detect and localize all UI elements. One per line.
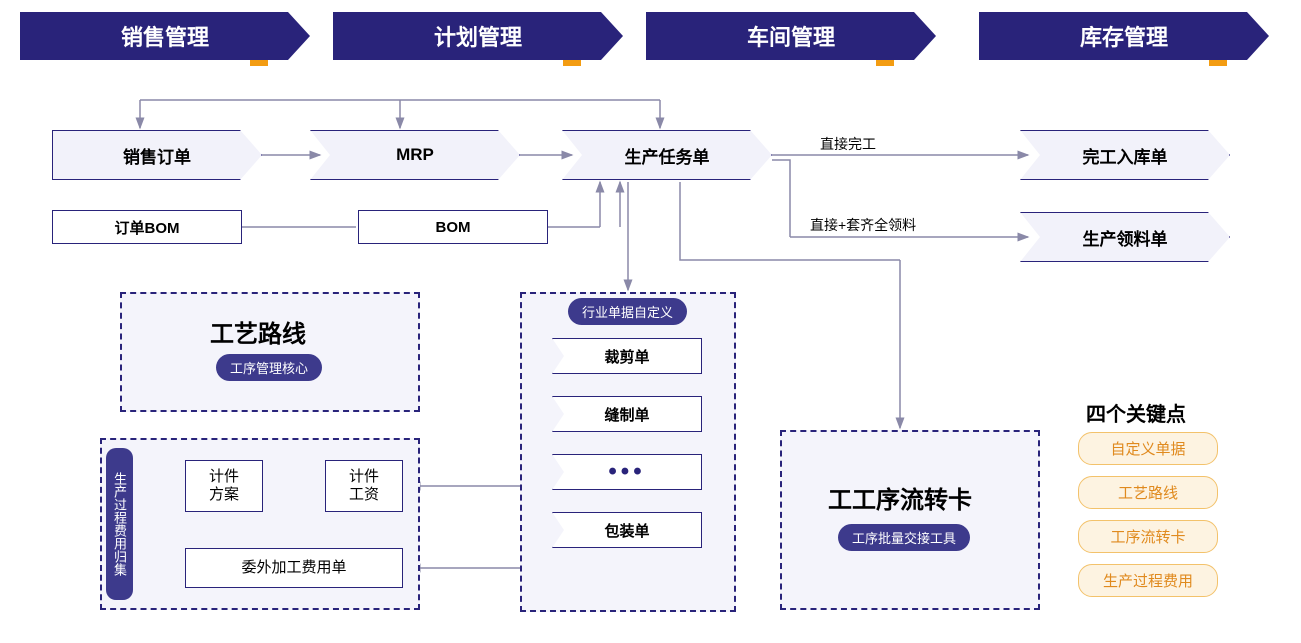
industry-step-s1: 裁剪单 bbox=[552, 338, 702, 374]
flow-node-label: 完工入库单 bbox=[1083, 143, 1168, 168]
header-accent bbox=[876, 60, 894, 66]
keypoint-pill-k2: 工艺路线 bbox=[1078, 476, 1218, 509]
process-route-title: 工艺路线 bbox=[210, 314, 306, 349]
keypoint-pill-k4: 生产过程费用 bbox=[1078, 564, 1218, 597]
cost-panel-vert-label: 生产过程费用归集 bbox=[106, 448, 133, 600]
industry-badge: 行业单据自定义 bbox=[568, 298, 687, 325]
header-accent bbox=[563, 60, 581, 66]
header-tab-label: 库存管理 bbox=[1080, 20, 1168, 52]
flow-label-fl2: 直接+套齐全领料 bbox=[810, 215, 916, 235]
flow-node-f4: 完工入库单 bbox=[1020, 130, 1230, 180]
industry-step-s4: 包装单 bbox=[552, 512, 702, 548]
industry-step-label: 裁剪单 bbox=[604, 346, 649, 367]
keypoint-pill-k3: 工序流转卡 bbox=[1078, 520, 1218, 553]
flow-node-label: 销售订单 bbox=[123, 143, 191, 168]
industry-step-label: 包装单 bbox=[604, 520, 649, 541]
header-tab-h3: 车间管理 bbox=[646, 12, 936, 60]
flow-node-f1: 销售订单 bbox=[52, 130, 262, 180]
header-tab-label: 车间管理 bbox=[747, 20, 835, 52]
industry-step-label: ••• bbox=[608, 458, 645, 486]
transfer-card-panel bbox=[780, 430, 1040, 610]
header-accent bbox=[250, 60, 268, 66]
header-tab-label: 销售管理 bbox=[121, 20, 209, 52]
cost-box-c3: 委外加工费用单 bbox=[185, 548, 403, 588]
industry-step-s3: ••• bbox=[552, 454, 702, 490]
header-accent bbox=[1209, 60, 1227, 66]
industry-step-label: 缝制单 bbox=[604, 404, 649, 425]
flow-node-label: 生产任务单 bbox=[625, 143, 710, 168]
process-route-panel bbox=[120, 292, 420, 412]
flow-node-f2: MRP bbox=[310, 130, 520, 180]
keypoint-pill-k1: 自定义单据 bbox=[1078, 432, 1218, 465]
transfer-card-title: 工工序流转卡 bbox=[828, 480, 972, 515]
header-tab-h4: 库存管理 bbox=[979, 12, 1269, 60]
flow-node-label: 生产领料单 bbox=[1083, 225, 1168, 250]
header-tab-label: 计划管理 bbox=[434, 20, 522, 52]
process-route-badge: 工序管理核心 bbox=[216, 354, 322, 381]
transfer-card-badge: 工序批量交接工具 bbox=[838, 524, 970, 551]
flow-node-f5: 生产领料单 bbox=[1020, 212, 1230, 262]
cost-box-c1: 计件 方案 bbox=[185, 460, 263, 512]
flow-label-fl1: 直接完工 bbox=[820, 134, 876, 154]
header-tab-h2: 计划管理 bbox=[333, 12, 623, 60]
bom-box-label: BOM bbox=[436, 219, 471, 236]
header-tab-h1: 销售管理 bbox=[20, 12, 310, 60]
flow-node-f3: 生产任务单 bbox=[562, 130, 772, 180]
keypoints-title: 四个关键点 bbox=[1086, 398, 1186, 427]
cost-box-c2: 计件 工资 bbox=[325, 460, 403, 512]
bom-box-b2: BOM bbox=[358, 210, 548, 244]
bom-box-b1: 订单BOM bbox=[52, 210, 242, 244]
bom-box-label: 订单BOM bbox=[115, 217, 180, 238]
industry-step-s2: 缝制单 bbox=[552, 396, 702, 432]
flow-node-label: MRP bbox=[396, 145, 434, 165]
